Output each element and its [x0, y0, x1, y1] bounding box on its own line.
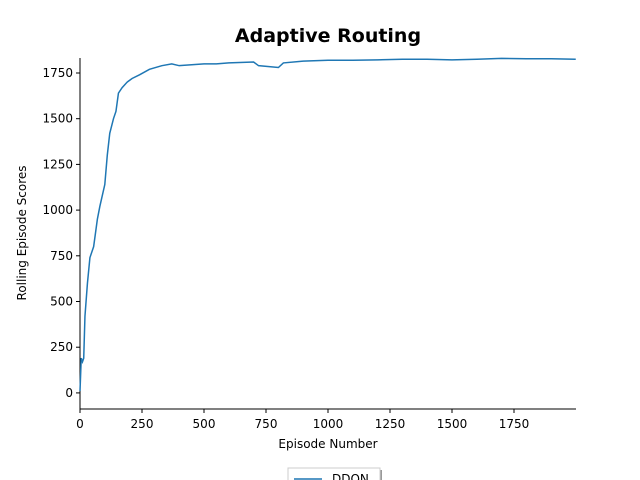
chart-title: Adaptive Routing [235, 25, 421, 47]
y-tick-label: 250 [50, 340, 73, 354]
x-axis-label: Episode Number [278, 437, 377, 451]
y-axis-label: Rolling Episode Scores [15, 166, 29, 301]
y-tick-label: 0 [65, 386, 73, 400]
x-tick-label: 250 [131, 417, 154, 431]
x-tick-label: 0 [76, 417, 84, 431]
x-tick-label: 500 [193, 417, 216, 431]
x-tick-label: 750 [255, 417, 278, 431]
y-tick-label: 1000 [42, 203, 73, 217]
y-tick-label: 750 [50, 249, 73, 263]
x-tick-label: 1750 [499, 417, 530, 431]
x-tick-label: 1250 [375, 417, 406, 431]
y-tick-label: 1500 [42, 112, 73, 126]
y-tick-label: 1750 [42, 66, 73, 80]
x-tick-label: 1000 [313, 417, 344, 431]
legend-label: DDQN [332, 472, 369, 480]
legend-box [287, 467, 381, 480]
y-tick-label: 1250 [42, 157, 73, 171]
x-tick-label: 1500 [437, 417, 468, 431]
data-line [79, 57, 576, 392]
y-tick-label: 500 [50, 295, 73, 309]
